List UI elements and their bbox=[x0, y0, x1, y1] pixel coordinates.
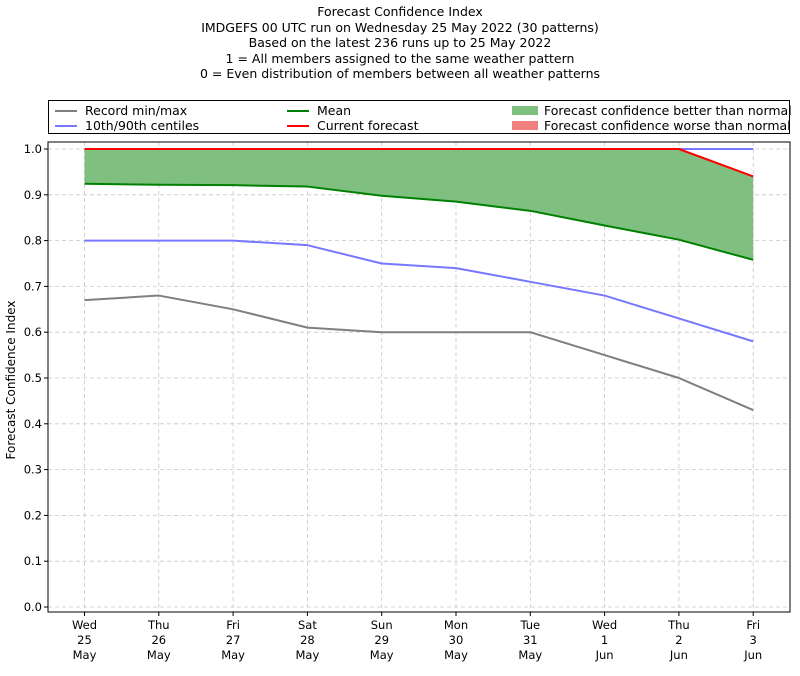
y-tick-label: 0.8 bbox=[24, 234, 42, 248]
series-line-mean bbox=[84, 182, 754, 261]
x-tick-label: Thu bbox=[667, 618, 690, 632]
x-tick-label: 2 bbox=[675, 633, 682, 647]
y-tick-label: 0.7 bbox=[24, 279, 42, 293]
y-tick-label: 0.3 bbox=[24, 463, 42, 477]
series-line-p10 bbox=[84, 239, 754, 343]
x-tick-label: Jun bbox=[669, 648, 688, 662]
x-tick-label: Fri bbox=[746, 618, 760, 632]
legend-item-mean: Mean bbox=[287, 103, 351, 118]
x-tick-label: May bbox=[444, 648, 468, 662]
legend-swatch-better bbox=[512, 106, 538, 115]
y-tick-label: 0.2 bbox=[24, 508, 42, 522]
legend-swatch-current bbox=[287, 124, 309, 127]
x-tick-label: May bbox=[296, 648, 320, 662]
legend-label-current: Current forecast bbox=[317, 118, 419, 133]
y-tick-label: 0.4 bbox=[24, 417, 42, 431]
legend-item-centiles: 10th/90th centiles bbox=[55, 118, 199, 133]
legend-label-worse: Forecast confidence worse than normal bbox=[544, 118, 791, 133]
x-tick-label: 30 bbox=[449, 633, 464, 647]
legend-swatch-worse bbox=[512, 121, 538, 130]
x-tick-label: 1 bbox=[601, 633, 608, 647]
y-axis-label: Forecast Confidence Index bbox=[4, 301, 18, 460]
title-line-4: 1 = All members assigned to the same wea… bbox=[225, 50, 575, 66]
x-tick-label: May bbox=[147, 648, 171, 662]
x-tick-label: May bbox=[370, 648, 394, 662]
title-line-1: Forecast Confidence Index bbox=[317, 4, 483, 19]
x-tick-label: Wed bbox=[592, 618, 617, 632]
legend-label-better: Forecast confidence better than normal bbox=[544, 103, 792, 118]
line-layer bbox=[84, 148, 754, 411]
fill-layer bbox=[84, 149, 754, 260]
x-tick-label: May bbox=[518, 648, 542, 662]
x-tick-label: Sat bbox=[298, 618, 317, 632]
axis-layer: 0.00.10.20.30.40.50.60.70.80.91.0Wed25Ma… bbox=[24, 141, 791, 662]
x-tick-label: 3 bbox=[750, 633, 757, 647]
series-line-record_min bbox=[84, 294, 754, 411]
x-tick-label: Mon bbox=[444, 618, 468, 632]
title-line-3: Based on the latest 236 runs up to 25 Ma… bbox=[248, 35, 552, 50]
y-tick-label: 0.1 bbox=[24, 554, 42, 568]
legend-swatch-mean bbox=[287, 109, 309, 112]
chart-title: Forecast Confidence Index IMDGEFS 00 UTC… bbox=[0, 4, 800, 82]
y-tick-label: 1.0 bbox=[24, 142, 42, 156]
legend-swatch-centiles bbox=[55, 124, 77, 127]
x-tick-label: 27 bbox=[226, 633, 241, 647]
y-tick-label: 0.6 bbox=[24, 325, 42, 339]
legend-item-better: Forecast confidence better than normal bbox=[512, 103, 792, 118]
confidence-better-area bbox=[84, 149, 754, 260]
y-tick-label: 0.0 bbox=[24, 600, 42, 614]
x-tick-label: Wed bbox=[72, 618, 97, 632]
title-line-2: IMDGEFS 00 UTC run on Wednesday 25 May 2… bbox=[201, 19, 599, 35]
x-tick-label: Jun bbox=[743, 648, 762, 662]
legend-label-centiles: 10th/90th centiles bbox=[85, 118, 200, 133]
x-tick-label: Sun bbox=[371, 618, 393, 632]
x-tick-label: 25 bbox=[77, 633, 92, 647]
x-tick-label: Tue bbox=[519, 618, 540, 632]
x-tick-label: 29 bbox=[374, 633, 389, 647]
plot-frame bbox=[47, 141, 791, 613]
chart-legend: Record min/max 10th/90th centiles Mean C… bbox=[48, 100, 792, 134]
y-tick-label: 0.9 bbox=[24, 188, 42, 202]
legend-item-record: Record min/max bbox=[55, 103, 187, 118]
legend-item-current: Current forecast bbox=[287, 118, 418, 133]
x-tick-label: 28 bbox=[300, 633, 315, 647]
legend-label-record: Record min/max bbox=[85, 103, 188, 118]
title-line-5: 0 = Even distribution of members between… bbox=[199, 66, 601, 81]
legend-label-mean: Mean bbox=[317, 103, 352, 118]
x-tick-label: 31 bbox=[523, 633, 538, 647]
x-tick-label: May bbox=[221, 648, 245, 662]
legend-swatch-record bbox=[55, 109, 77, 112]
series-line-current bbox=[84, 148, 754, 178]
x-tick-label: May bbox=[73, 648, 97, 662]
legend-item-worse: Forecast confidence worse than normal bbox=[512, 118, 791, 133]
x-tick-label: 26 bbox=[151, 633, 166, 647]
y-tick-label: 0.5 bbox=[24, 371, 42, 385]
x-tick-label: Thu bbox=[147, 618, 170, 632]
x-tick-label: Jun bbox=[595, 648, 614, 662]
x-tick-label: Fri bbox=[226, 618, 240, 632]
